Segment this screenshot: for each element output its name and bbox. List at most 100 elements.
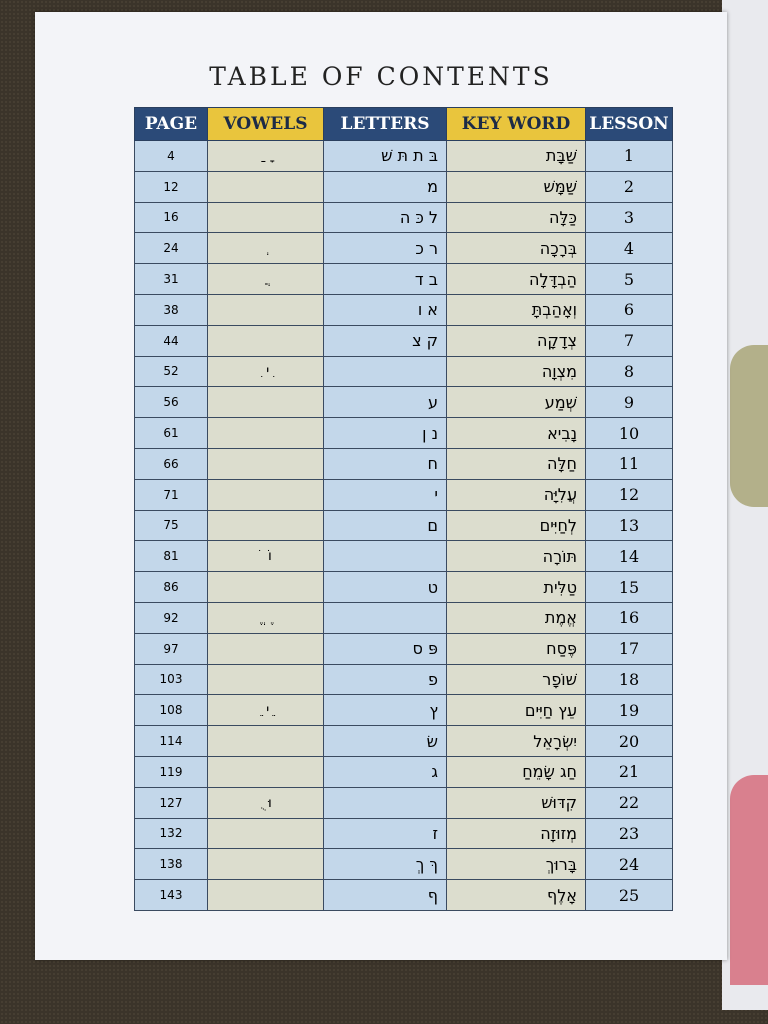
page-title: TABLE OF CONTENTS — [209, 62, 553, 91]
lesson-number: 7 — [585, 324, 673, 357]
letters-cell: ל כּ ה — [323, 201, 447, 234]
key-word-cell: יִשְׂרָאֵל — [446, 725, 586, 757]
letters-cell: בּ ת תּ שׁ — [323, 140, 447, 172]
key-word-cell: אָלֶף — [446, 879, 586, 911]
vowels-cell: וֹ ֹ — [207, 540, 324, 573]
table-row: 138 ךּ ךְ בָּרוּךְ 24 — [134, 848, 673, 881]
page-number: 4 — [134, 140, 208, 172]
letters-cell: ם — [323, 509, 447, 542]
key-word-cell: פֶּסַח — [446, 632, 586, 665]
vowels-cell — [207, 201, 324, 234]
vowels-cell — [207, 663, 324, 696]
page-number: 114 — [134, 725, 208, 757]
vowels-cell: ִי ִ — [207, 355, 324, 388]
page-number: 138 — [134, 848, 208, 881]
key-word-cell: מְזוּזָה — [446, 817, 586, 850]
table-row: 4 ָ ַ בּ ת תּ שׁ שַׁבָּת 1 — [134, 140, 673, 172]
lesson-number: 12 — [585, 478, 673, 511]
page-number: 38 — [134, 293, 208, 326]
lesson-number: 21 — [585, 755, 673, 788]
letters-cell — [323, 540, 447, 573]
table-row: 24 ְ ר כ בְּרָכָה 4 — [134, 232, 673, 265]
vowels-cell — [207, 447, 324, 480]
page-number: 52 — [134, 355, 208, 388]
key-word-cell: לְחַיִּים — [446, 509, 586, 542]
key-word-cell: שַׁמָּשׁ — [446, 170, 586, 203]
contents-table: PAGE VOWELS LETTERS KEY WORD LESSON 4 ָ … — [134, 107, 673, 911]
table-row: 97 פּ ס פֶּסַח 17 — [134, 632, 673, 665]
key-word-cell: חַג שָׂמֵחַ — [446, 755, 586, 788]
page-number: 12 — [134, 170, 208, 203]
page-number: 127 — [134, 786, 208, 819]
key-word-cell: שׁוֹפָר — [446, 663, 586, 696]
vowels-cell — [207, 817, 324, 850]
table-row: 66 ח חַלָּה 11 — [134, 447, 673, 480]
header-row: PAGE VOWELS LETTERS KEY WORD LESSON — [134, 107, 673, 141]
vowels-cell — [207, 417, 324, 449]
lesson-number: 25 — [585, 879, 673, 911]
letters-cell: נ ן — [323, 417, 447, 449]
letters-cell: ף — [323, 879, 447, 911]
table-row: 61 נ ן נָבִיא 10 — [134, 417, 673, 449]
key-word-cell: שַׁבָּת — [446, 140, 586, 172]
lesson-number: 5 — [585, 263, 673, 295]
table-row: 12 מ שַׁמָּשׁ 2 — [134, 170, 673, 203]
vowels-cell — [207, 509, 324, 542]
vowels-cell — [207, 386, 324, 419]
table-row: 86 ט טַלִּית 15 — [134, 571, 673, 603]
table-row: 119 ג חַג שָׂמֵחַ 21 — [134, 755, 673, 788]
key-word-cell: אֱמֶת — [446, 601, 586, 634]
table-row: 132 ז מְזוּזָה 23 — [134, 817, 673, 850]
page-number: 97 — [134, 632, 208, 665]
letters-cell: פ — [323, 663, 447, 696]
key-word-cell: עֲלִיָּה — [446, 478, 586, 511]
table-row: 127 וּ ֻ קִדּוּשׁ 22 — [134, 786, 673, 819]
lesson-number: 22 — [585, 786, 673, 819]
header-vowels: VOWELS — [207, 107, 324, 141]
lesson-number: 8 — [585, 355, 673, 388]
key-word-cell: בְּרָכָה — [446, 232, 586, 265]
table-row: 52 ִי ִ מִצְוָה 8 — [134, 355, 673, 388]
vowels-cell — [207, 632, 324, 665]
page-number: 108 — [134, 694, 208, 727]
page-number: 119 — [134, 755, 208, 788]
vowels-cell: ֵי ֵ — [207, 694, 324, 727]
table-row: 75 ם לְחַיִּים 13 — [134, 509, 673, 542]
table-row: 56 ע שְׁמַע 9 — [134, 386, 673, 419]
letters-cell: ר כ — [323, 232, 447, 265]
key-word-cell: מִצְוָה — [446, 355, 586, 388]
lesson-number: 10 — [585, 417, 673, 449]
lesson-number: 14 — [585, 540, 673, 573]
letters-cell: ז — [323, 817, 447, 850]
letters-cell — [323, 355, 447, 388]
vowels-cell — [207, 324, 324, 357]
vowels-cell — [207, 848, 324, 881]
lesson-number: 6 — [585, 293, 673, 326]
letters-cell: ח — [323, 447, 447, 480]
table-row: 71 י עֲלִיָּה 12 — [134, 478, 673, 511]
page-number: 86 — [134, 571, 208, 603]
vowels-cell: וּ ֻ — [207, 786, 324, 819]
header-letters: LETTERS — [323, 107, 447, 141]
page-number: 66 — [134, 447, 208, 480]
vowels-cell — [207, 170, 324, 203]
header-key-word: KEY WORD — [446, 107, 586, 141]
table-row: 92 ֶ ֱ אֱמֶת 16 — [134, 601, 673, 634]
lesson-number: 4 — [585, 232, 673, 265]
letters-cell: ט — [323, 571, 447, 603]
page-number: 92 — [134, 601, 208, 634]
table-row: 103 פ שׁוֹפָר 18 — [134, 663, 673, 696]
page-number: 81 — [134, 540, 208, 573]
page-number: 24 — [134, 232, 208, 265]
table-row: 81 וֹ ֹ תּוֹרָה 14 — [134, 540, 673, 573]
vowels-cell — [207, 293, 324, 326]
key-word-cell: עֵץ חַיִּים — [446, 694, 586, 727]
letters-cell: ץ — [323, 694, 447, 727]
lesson-number: 19 — [585, 694, 673, 727]
key-word-cell: הַבְדָּלָה — [446, 263, 586, 295]
book-page: TABLE OF CONTENTS PAGE VOWELS LETTERS KE… — [35, 12, 727, 960]
lesson-number: 18 — [585, 663, 673, 696]
page-number: 71 — [134, 478, 208, 511]
page-number: 103 — [134, 663, 208, 696]
key-word-cell: וְאָהַבְתָּ — [446, 293, 586, 326]
